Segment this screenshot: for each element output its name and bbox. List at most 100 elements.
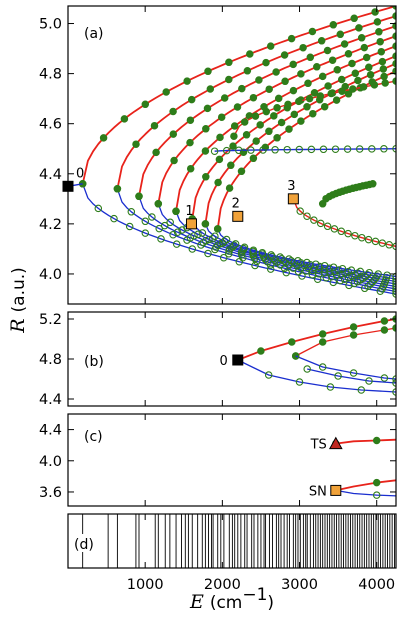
upper-branch-marker [225,184,234,192]
lower-branch-marker [312,260,320,268]
lower-branch-marker [141,217,150,226]
lower-branch-marker [266,265,275,273]
upper-branch-curve [204,62,396,225]
upper-branch-marker [376,37,384,46]
upper-branch-marker [152,148,160,157]
upper-branch-marker [357,34,366,42]
upper-branch-marker [246,50,254,58]
upper-branch-marker [255,76,263,84]
upper-branch-marker [272,68,280,76]
inner-branch-curve [295,355,396,380]
lower-branch-curve [175,211,396,285]
lower-branch-marker [94,204,103,213]
upper-branch-marker [270,112,278,120]
upper-branch-marker [304,79,312,88]
upper-branch-marker [306,53,315,62]
inner-branch-marker [365,377,373,385]
extra-branch-marker [343,145,352,153]
upper-branch-marker [120,115,129,123]
lower-branch-marker [211,232,219,240]
labelled-point-label: TS [310,438,327,453]
upper-branch-marker [289,86,298,95]
panel-d-spectrum-lines [82,514,395,568]
panel-b-ytick-label: 5.2 [39,312,62,328]
upper-branch-marker [323,46,332,55]
upper-branch-marker [204,67,212,76]
upper-branch-curve [175,45,396,212]
panel-d-tag: (d) [74,537,94,553]
upper-branch-marker [265,127,273,136]
panel-a-ytick-label: 5.0 [39,17,62,33]
upper-branch-marker [201,147,210,155]
upper-branch-marker [313,63,321,71]
upper-branch-marker [329,21,338,29]
inner-branch-marker [291,352,300,360]
panel-d-xticks: 1000 2000 3000 4000 [127,514,395,593]
lower-branch-marker [361,272,370,281]
lower-branch-marker [347,266,356,274]
extra-branch-marker [385,241,393,249]
extra-branch-marker [330,225,339,233]
lower-branch-marker [294,257,302,265]
upper-branch-marker [141,100,150,109]
lower-branch-curve [237,359,396,393]
upper-branch-marker [354,76,362,85]
upper-branch-marker [318,72,327,81]
upper-branch-marker [373,18,382,26]
panel-b-ytick-label: 4.4 [39,392,62,408]
upper-branch-marker [132,140,140,148]
inner-branch-marker [380,374,389,382]
upper-branch-marker [365,63,373,72]
lower-branch-marker [315,262,324,271]
upper-branch-marker [230,122,239,130]
upper-branch-marker [186,116,195,124]
labelled-point-label: 0 [220,354,228,369]
upper-branch-marker [274,94,283,103]
upper-branch-marker [169,130,178,138]
x-axis-unit-sup: −1 [242,585,267,605]
upper-branch-marker [273,134,281,142]
upper-branch-marker [225,75,233,84]
upper-branch-marker [336,30,345,39]
inner-branch-marker [380,326,389,334]
upper-branch-marker [308,27,317,36]
inner-branch-curve [295,327,396,357]
extra-branch-marker [283,145,291,154]
lower-branch-marker [264,371,273,379]
extra-branch-marker [310,216,318,224]
y-axis-label: R (a.u.) [7,267,29,334]
lower-branch-marker [155,224,163,233]
upper-branch-marker [340,40,349,48]
extra-branch-marker [381,79,389,87]
upper-branch-marker [277,118,286,127]
upper-branch-marker [317,37,326,45]
extra-branch-marker [316,219,325,228]
upper-branch-marker [324,82,332,90]
labelled-point-label: 1 [185,204,193,219]
extra-branch-marker [331,145,340,153]
upper-branch-marker [318,330,327,338]
upper-branch-marker [350,14,358,23]
lower-branch-marker [201,220,210,228]
panel-b-tag: (b) [84,354,104,370]
extra-branch-marker [355,145,364,153]
extra-branch-marker [378,239,387,247]
upper-branch-marker [288,338,296,346]
upper-branch-marker [203,104,212,113]
upper-branch-marker [214,178,222,187]
upper-branch-marker [183,77,191,85]
upper-branch-marker [379,65,388,73]
upper-branch-marker [320,102,329,111]
upper-branch-marker [170,156,178,165]
upper-branch-marker [377,47,386,56]
panel-b-curves [234,315,396,396]
panel-a-ytick-label: 4.6 [39,117,62,133]
extra-branch-marker [251,112,260,120]
extra-branch-marker [210,147,219,155]
lower-branch-marker [166,218,174,227]
upper-branch-marker [252,137,260,145]
lower-branch-marker [328,272,336,281]
extra-branch-marker [303,212,311,220]
upper-branch-marker [333,66,342,74]
